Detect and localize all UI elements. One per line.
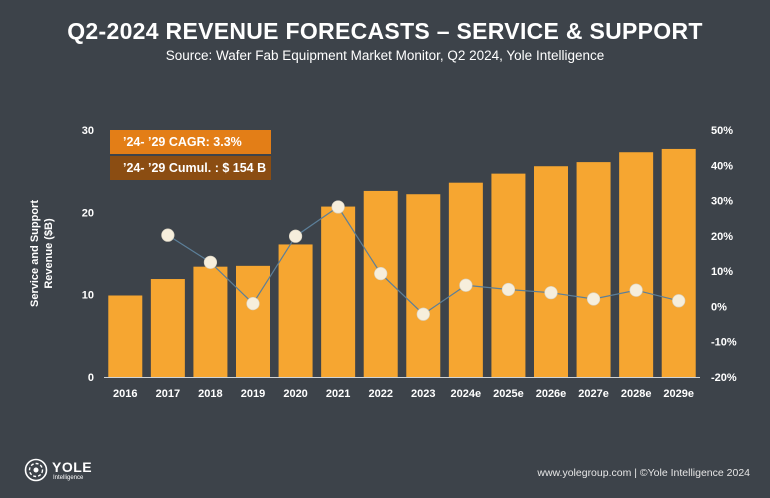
chart-subtitle: Source: Wafer Fab Equipment Market Monit… (165, 48, 605, 63)
bar (193, 266, 228, 377)
y2-tick-label: 10% (711, 266, 733, 278)
growth-line-layer (161, 200, 686, 321)
bar (321, 206, 356, 377)
y2-tick-label: -10% (711, 337, 737, 349)
y2-tick-label: 40% (711, 160, 733, 172)
x-tick-label: 2028e (621, 388, 652, 400)
y-tick-label: 20 (82, 207, 94, 219)
footer-credit: www.yolegroup.com | ©Yole Intelligence 2… (537, 467, 750, 479)
bar (491, 173, 526, 377)
growth-point (161, 228, 175, 242)
y2-tick-label: 20% (711, 231, 733, 243)
growth-point (629, 283, 643, 297)
cumulative-annotation: ’24- ’29 Cumul. : $ 154 B (110, 156, 271, 180)
growth-point (288, 229, 303, 243)
cagr-annotation: ’24- ’29 CAGR: 3.3% (110, 130, 271, 154)
x-tick-label: 2017 (156, 388, 180, 400)
y2-tick-label: -20% (711, 372, 737, 384)
x-tick-label: 2029e (663, 388, 694, 400)
growth-point (586, 292, 601, 306)
y2-tick-label: 0% (711, 301, 727, 313)
bar (534, 166, 568, 377)
y-tick-label: 30 (82, 125, 94, 137)
growth-point (672, 294, 686, 308)
growth-point (246, 297, 260, 311)
growth-point (501, 282, 516, 297)
logo-subtext: Intelligence (53, 475, 84, 481)
x-tick-label: 2027e (578, 388, 609, 400)
x-tick-label: 2018 (198, 388, 222, 400)
bar (108, 295, 143, 377)
bar (150, 279, 185, 377)
growth-point (544, 286, 558, 300)
growth-point (459, 278, 473, 292)
bar (236, 265, 270, 377)
x-tick-label: 2025e (493, 388, 524, 400)
y-tick-label: 0 (88, 372, 94, 384)
logo-text: YOLE (52, 459, 93, 475)
growth-point (203, 255, 218, 269)
yole-logo: YOLE Intelligence (24, 458, 114, 484)
y-axis-label: Service and Support Revenue ($B) (29, 200, 55, 307)
x-tick-label: 2022 (368, 388, 392, 400)
bar (619, 152, 654, 377)
y2-tick-label: 50% (711, 125, 733, 137)
x-tick-label: 2020 (283, 388, 307, 400)
growth-point (374, 267, 388, 281)
x-tick-label: 2016 (113, 388, 137, 400)
bar (278, 244, 313, 377)
x-tick-label: 2019 (241, 388, 265, 400)
chart-title: Q2-2024 REVENUE FORECASTS – SERVICE & SU… (67, 18, 703, 44)
bar (576, 162, 611, 377)
x-tick-label: 2023 (411, 388, 435, 400)
yole-logo-icon (24, 458, 48, 482)
axis-layer: 2016 2017 2018 2019 2020 2021 2022 2023 2024e 202… (82, 125, 737, 400)
growth-point (331, 200, 345, 214)
x-tick-label: 2024e (451, 388, 482, 400)
bar (661, 148, 696, 377)
bars-layer (108, 148, 696, 377)
y2-tick-label: 30% (711, 196, 733, 208)
bar (363, 190, 398, 377)
x-tick-label: 2021 (326, 388, 350, 400)
x-tick-label: 2026e (536, 388, 567, 400)
bar (406, 194, 441, 377)
y-tick-label: 10 (82, 290, 94, 302)
growth-point (416, 307, 430, 321)
